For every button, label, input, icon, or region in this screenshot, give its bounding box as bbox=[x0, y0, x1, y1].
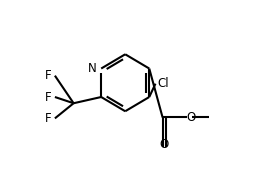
Text: Cl: Cl bbox=[157, 77, 169, 90]
Text: O: O bbox=[187, 111, 196, 124]
Text: F: F bbox=[45, 112, 51, 125]
Text: F: F bbox=[45, 69, 51, 82]
Text: F: F bbox=[45, 90, 51, 104]
Text: N: N bbox=[88, 62, 97, 75]
Text: O: O bbox=[160, 138, 169, 151]
